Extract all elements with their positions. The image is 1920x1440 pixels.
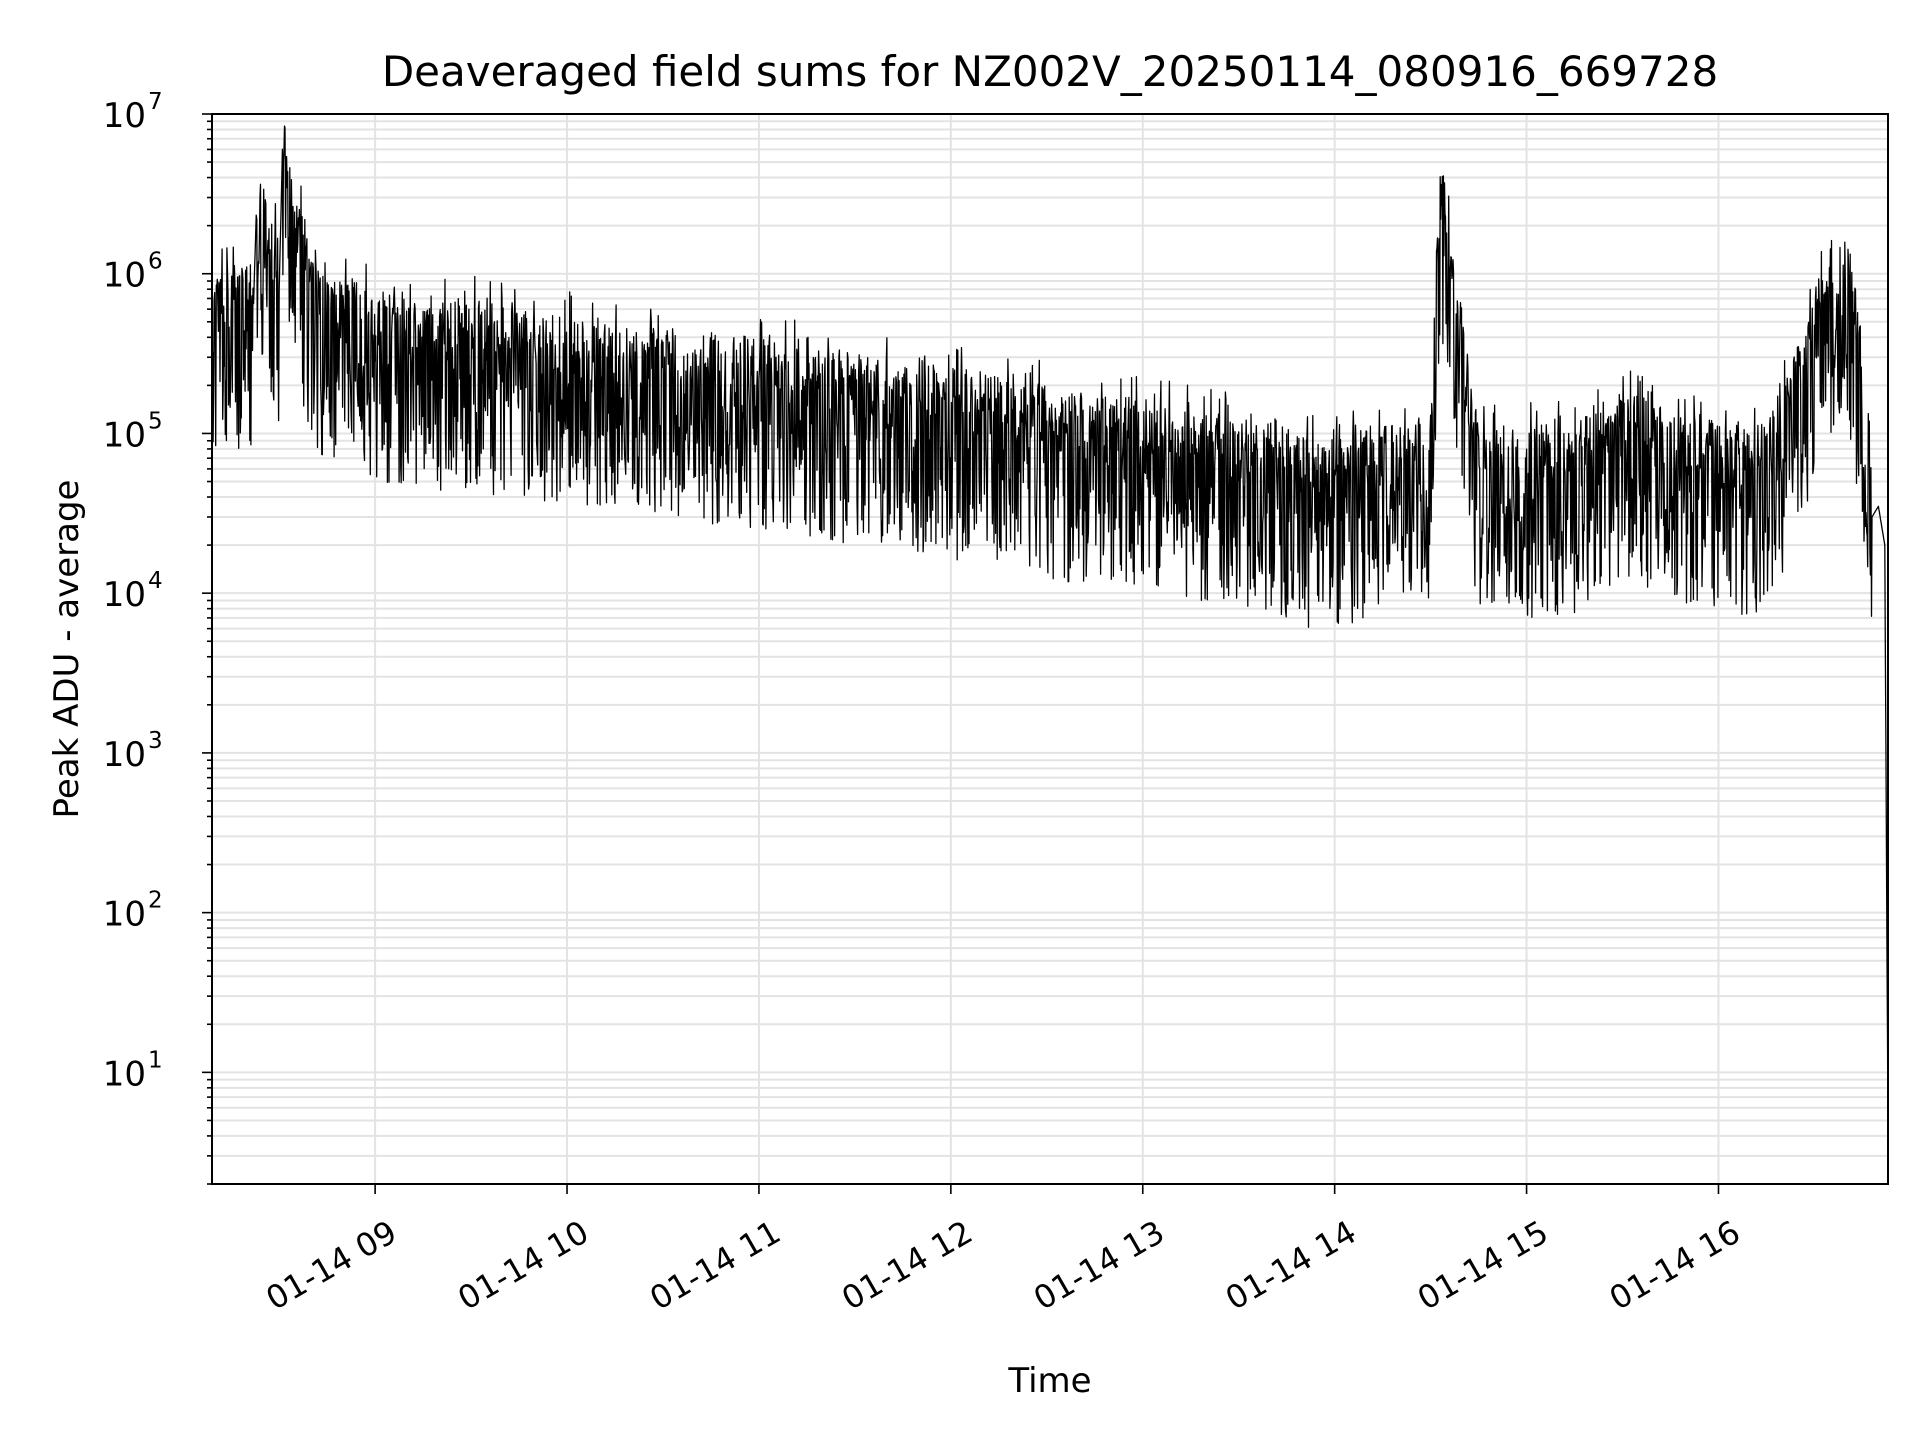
y-tick-exponent: 4 xyxy=(148,568,163,594)
y-tick-label: 10 xyxy=(103,96,146,136)
y-tick-label: 10 xyxy=(103,895,146,935)
series-line xyxy=(211,125,1889,1136)
y-tick-label: 10 xyxy=(103,735,146,775)
chart-title: Deaveraged field sums for NZ002V_2025011… xyxy=(382,47,1718,96)
series-layer xyxy=(211,125,1889,1136)
x-axis-label: Time xyxy=(1007,1361,1091,1401)
y-tick-label: 10 xyxy=(103,256,146,296)
y-axis-label: Peak ADU - average xyxy=(47,480,87,819)
y-tick-exponent: 2 xyxy=(148,888,163,914)
y-tick-exponent: 3 xyxy=(148,728,163,754)
y-tick-exponent: 1 xyxy=(148,1047,163,1073)
plot-frame xyxy=(211,113,1889,1185)
y-tick-exponent: 7 xyxy=(148,89,163,115)
y-tick-exponent: 6 xyxy=(148,249,163,275)
y-tick-exponent: 5 xyxy=(148,408,163,434)
y-tick-label: 10 xyxy=(103,415,146,455)
y-tick-label: 10 xyxy=(103,1054,146,1094)
y-tick-label: 10 xyxy=(103,575,146,615)
